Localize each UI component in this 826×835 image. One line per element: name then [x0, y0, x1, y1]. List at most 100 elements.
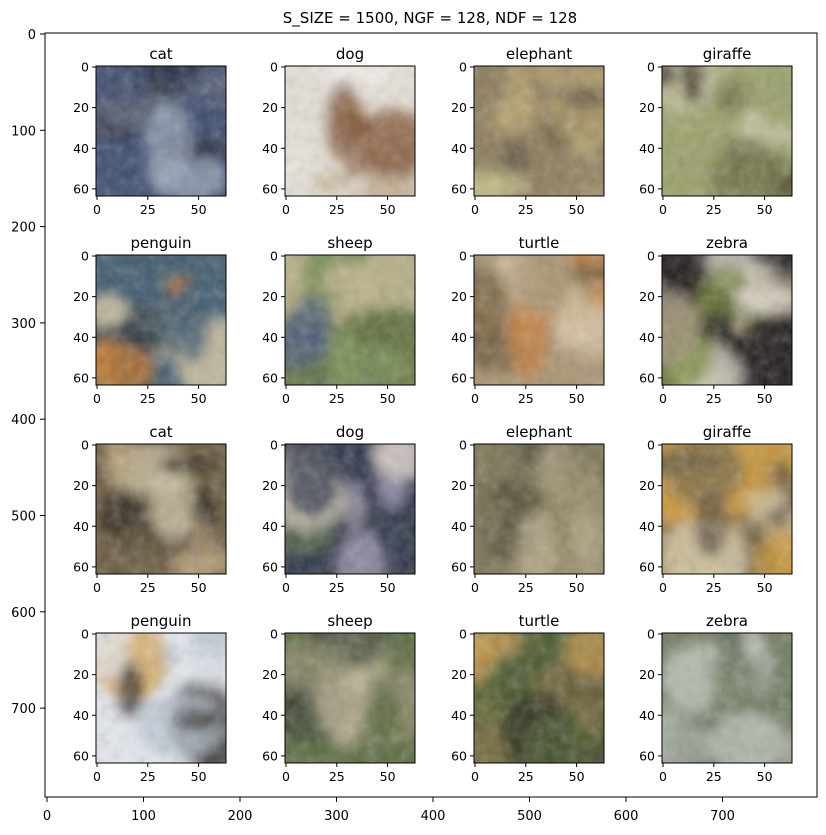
panel-y-tick-label: 40	[262, 519, 278, 534]
panel-x-tick-label: 50	[569, 769, 585, 784]
panel-x-tick-label: 50	[191, 391, 207, 406]
panel-y-tick-label: 20	[73, 667, 89, 682]
panel-zebra: zebra 0 25 50 0 20 40 60	[639, 234, 793, 406]
outer-y-axis: 0 100 200 300 400 500 600 700	[11, 28, 45, 717]
panel-y-tick-label: 0	[459, 627, 467, 642]
panel-frame	[473, 254, 605, 386]
panel-y-tick-label: 0	[647, 60, 655, 75]
panel-y-tick-label: 20	[262, 100, 278, 115]
outer-x-axis: 0 100 200 300 400 500 600 700	[43, 797, 735, 824]
outer-y-tick-label: 500	[11, 510, 36, 525]
panel-grid: cat 0 25 50 0 20 40 60 dog 0 25 50 0 20 40 60 elephant 0 2…	[73, 45, 793, 784]
panel-y-tick-label: 60	[451, 559, 467, 574]
panel-turtle: turtle 0 25 50 0 20 40 60	[451, 234, 605, 406]
panel-frame	[95, 632, 227, 764]
outer-axes: 0 100 200 300 400 500 600 700 01002003004005006…	[11, 28, 818, 824]
panel-y-tick-label: 0	[270, 60, 278, 75]
panel-sheep: sheep 0 25 50 0 20 40 60	[262, 234, 416, 406]
panel-y-tick-label: 60	[262, 748, 278, 763]
panel-x-tick-label: 25	[518, 391, 534, 406]
panel-frame	[95, 65, 227, 197]
panel-frame	[661, 65, 793, 197]
panel-y-tick-label: 60	[73, 559, 89, 574]
generated-image	[662, 444, 792, 574]
panel-x-tick-label: 0	[93, 580, 101, 595]
panel-x-tick-label: 25	[140, 391, 156, 406]
panel-x-tick-label: 0	[282, 580, 290, 595]
panel-title: zebra	[706, 234, 748, 252]
panel-y-tick-label: 40	[639, 330, 655, 345]
panel-y-tick-label: 0	[647, 438, 655, 453]
panel-title: giraffe	[703, 423, 752, 441]
outer-x-tick-label: 400	[421, 809, 446, 824]
panel-y-tick-label: 60	[262, 559, 278, 574]
panel-y-tick-label: 0	[270, 627, 278, 642]
outer-y-tick-label: 600	[11, 606, 36, 621]
outer-y-tick-label: 200	[11, 221, 36, 236]
panel-title: turtle	[519, 234, 560, 252]
panel-x-tick-label: 0	[282, 391, 290, 406]
panel-y-tick-label: 0	[459, 438, 467, 453]
panel-y-tick-label: 40	[262, 141, 278, 156]
panel-x-tick-label: 25	[706, 391, 722, 406]
panel-frame	[95, 443, 227, 575]
panel-title: penguin	[131, 234, 192, 252]
panel-title: cat	[149, 423, 172, 441]
generated-image	[285, 633, 415, 763]
panel-zebra: zebra 0 25 50 0 20 40 60	[639, 612, 793, 784]
panel-title: sheep	[327, 234, 372, 252]
panel-y-tick-label: 40	[451, 330, 467, 345]
panel-x-tick-label: 50	[569, 580, 585, 595]
figure-title: S_SIZE = 1500, NGF = 128, NDF = 128	[283, 9, 577, 28]
panel-y-tick-label: 60	[639, 370, 655, 385]
panel-giraffe: giraffe 0 25 50 0 20 40 60	[639, 423, 793, 595]
panel-x-tick-label: 0	[659, 769, 667, 784]
panel-y-tick-label: 0	[459, 60, 467, 75]
generated-image	[285, 444, 415, 574]
panel-y-tick-label: 20	[73, 289, 89, 304]
panel-y-tick-label: 60	[73, 748, 89, 763]
panel-frame	[473, 632, 605, 764]
panel-x-tick-label: 50	[757, 580, 773, 595]
panel-x-tick-label: 0	[659, 391, 667, 406]
panel-frame	[284, 254, 416, 386]
panel-cat: cat 0 25 50 0 20 40 60	[73, 423, 227, 595]
outer-x-tick-label: 300	[324, 809, 349, 824]
panel-y-tick-label: 20	[73, 100, 89, 115]
panel-x-tick-label: 50	[569, 202, 585, 217]
panel-x-tick-label: 0	[282, 202, 290, 217]
panel-y-tick-label: 40	[639, 519, 655, 534]
panel-y-tick-label: 20	[639, 478, 655, 493]
panel-giraffe: giraffe 0 25 50 0 20 40 60	[639, 45, 793, 217]
panel-y-tick-label: 60	[73, 181, 89, 196]
panel-frame	[95, 254, 227, 386]
panel-y-tick-label: 60	[73, 370, 89, 385]
panel-x-tick-label: 50	[380, 580, 396, 595]
generated-image	[474, 66, 604, 196]
panel-y-tick-label: 20	[73, 478, 89, 493]
panel-x-tick-label: 25	[329, 391, 345, 406]
panel-x-tick-label: 0	[659, 580, 667, 595]
panel-y-tick-label: 60	[262, 370, 278, 385]
panel-y-tick-label: 60	[639, 559, 655, 574]
panel-y-tick-label: 20	[262, 667, 278, 682]
panel-x-tick-label: 25	[706, 580, 722, 595]
generated-image	[96, 633, 226, 763]
panel-y-tick-label: 0	[647, 627, 655, 642]
panel-y-tick-label: 0	[459, 249, 467, 264]
panel-y-tick-label: 60	[451, 181, 467, 196]
generated-image	[96, 444, 226, 574]
panel-x-tick-label: 50	[380, 202, 396, 217]
generated-image	[474, 633, 604, 763]
panel-x-tick-label: 50	[380, 391, 396, 406]
panel-title: sheep	[327, 612, 372, 630]
outer-y-tick-label: 300	[11, 317, 36, 332]
panel-frame	[284, 65, 416, 197]
panel-x-tick-label: 50	[757, 769, 773, 784]
panel-dog: dog 0 25 50 0 20 40 60	[262, 423, 416, 595]
panel-frame	[661, 254, 793, 386]
panel-x-tick-label: 25	[329, 202, 345, 217]
panel-y-tick-label: 20	[262, 289, 278, 304]
panel-frame	[661, 632, 793, 764]
